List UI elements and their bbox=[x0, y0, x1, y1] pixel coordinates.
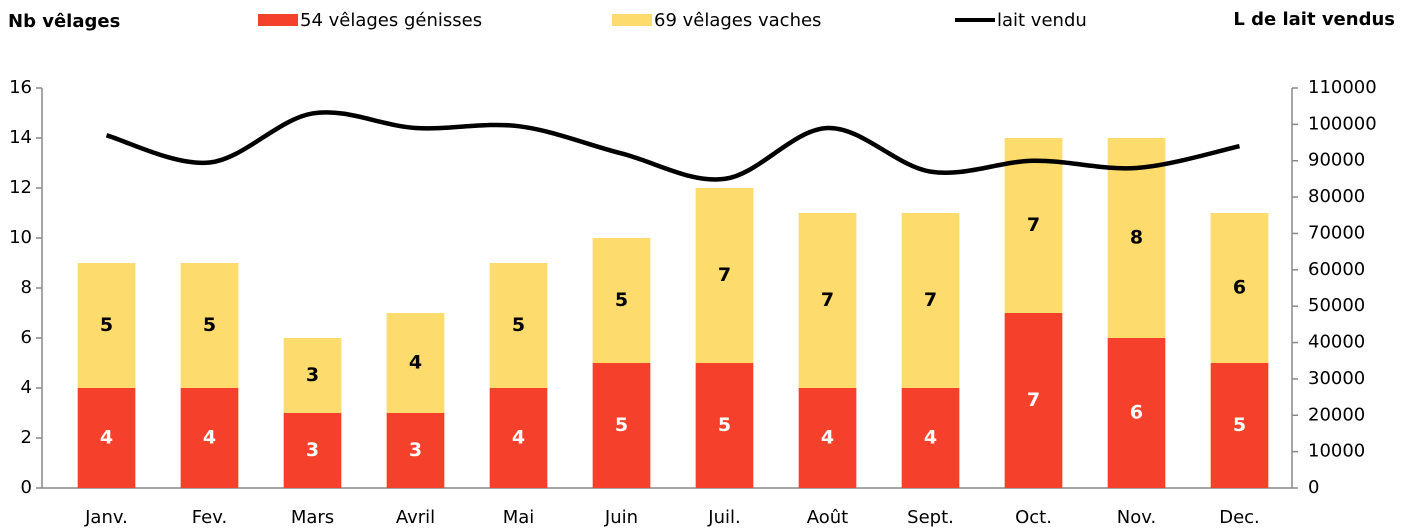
y2-tick-label: 30000 bbox=[1308, 368, 1365, 389]
x-tick-label: Juin bbox=[604, 507, 638, 528]
bar-segment bbox=[1004, 138, 1063, 313]
bar-segment bbox=[77, 388, 136, 488]
data-label: 5 bbox=[615, 414, 628, 436]
data-label: 4 bbox=[924, 427, 937, 449]
data-label: 5 bbox=[100, 314, 113, 336]
data-label: 5 bbox=[615, 289, 628, 311]
x-tick-label: Fev. bbox=[192, 507, 227, 528]
bar-segment bbox=[283, 338, 342, 413]
data-label: 3 bbox=[306, 439, 319, 461]
legend-label: lait vendu bbox=[997, 10, 1087, 31]
x-tick-label: Sept. bbox=[907, 507, 954, 528]
y-tick-label: 10 bbox=[9, 227, 32, 248]
bar-segment bbox=[592, 363, 651, 488]
bar-segment bbox=[592, 238, 651, 363]
bar-segment bbox=[1004, 313, 1063, 488]
y-tick-label: 6 bbox=[21, 327, 32, 348]
x-tick-label: Janv. bbox=[84, 507, 128, 528]
y-tick-label: 0 bbox=[21, 477, 32, 498]
data-label: 3 bbox=[409, 439, 422, 461]
bar-segment bbox=[386, 313, 445, 413]
legend-swatch bbox=[258, 14, 298, 26]
data-label: 3 bbox=[306, 364, 319, 386]
data-label: 7 bbox=[821, 289, 834, 311]
data-label: 6 bbox=[1233, 277, 1246, 299]
y2-tick-label: 100000 bbox=[1308, 113, 1377, 134]
bar-segment bbox=[386, 413, 445, 488]
y2-axis-title: L de lait vendus bbox=[1233, 9, 1395, 30]
y2-tick-label: 80000 bbox=[1308, 186, 1365, 207]
data-label: 4 bbox=[821, 427, 834, 449]
x-tick-label: Août bbox=[807, 507, 848, 528]
y2-tick-label: 60000 bbox=[1308, 259, 1365, 280]
data-label: 7 bbox=[924, 289, 937, 311]
legend-label: 54 vêlages génisses bbox=[300, 10, 482, 31]
bar-segment bbox=[180, 388, 239, 488]
data-label: 4 bbox=[409, 352, 422, 374]
data-label: 8 bbox=[1130, 227, 1143, 249]
x-tick-label: Dec. bbox=[1219, 507, 1260, 528]
bar-segment bbox=[1210, 363, 1269, 488]
x-tick-label: Mai bbox=[503, 507, 535, 528]
y2-tick-label: 20000 bbox=[1308, 404, 1365, 425]
data-label: 7 bbox=[1027, 214, 1040, 236]
data-label: 7 bbox=[1027, 389, 1040, 411]
data-label: 5 bbox=[718, 414, 731, 436]
bar-segment bbox=[695, 363, 754, 488]
bar-segment bbox=[901, 388, 960, 488]
data-label: 4 bbox=[203, 427, 216, 449]
y-tick-label: 4 bbox=[21, 377, 32, 398]
data-label: 4 bbox=[100, 427, 113, 449]
y2-tick-label: 40000 bbox=[1308, 332, 1365, 353]
y2-tick-label: 70000 bbox=[1308, 222, 1365, 243]
bar-segment bbox=[283, 413, 342, 488]
y2-tick-label: 110000 bbox=[1308, 77, 1377, 98]
data-label: 5 bbox=[203, 314, 216, 336]
y-tick-label: 14 bbox=[9, 127, 32, 148]
line bbox=[105, 110, 1240, 182]
data-label: 5 bbox=[512, 314, 525, 336]
legend-swatch bbox=[612, 14, 652, 26]
bar-segment bbox=[1107, 138, 1166, 338]
data-label: 5 bbox=[1233, 414, 1246, 436]
y-tick-label: 16 bbox=[9, 77, 32, 98]
y-tick-label: 12 bbox=[9, 177, 32, 198]
y-axis-title: Nb vêlages bbox=[8, 11, 120, 32]
bar-segment bbox=[798, 213, 857, 388]
legend-label: 69 vêlages vaches bbox=[654, 10, 821, 31]
x-tick-label: Juil. bbox=[707, 507, 740, 528]
bar-segment bbox=[901, 213, 960, 388]
data-label: 6 bbox=[1130, 402, 1143, 424]
bar-segment bbox=[798, 388, 857, 488]
bar-segment bbox=[489, 388, 548, 488]
x-tick-label: Nov. bbox=[1117, 507, 1156, 528]
bar-segment bbox=[180, 263, 239, 388]
bar-segment bbox=[77, 263, 136, 388]
data-label: 7 bbox=[718, 264, 731, 286]
bar-segment bbox=[1210, 213, 1269, 363]
legend-swatch bbox=[955, 18, 995, 22]
y2-tick-label: 50000 bbox=[1308, 295, 1365, 316]
y2-tick-label: 90000 bbox=[1308, 150, 1365, 171]
y2-tick-label: 0 bbox=[1308, 477, 1319, 498]
x-tick-label: Mars bbox=[291, 507, 334, 528]
bar-segment bbox=[489, 263, 548, 388]
y-tick-label: 8 bbox=[21, 277, 32, 298]
y2-tick-label: 10000 bbox=[1308, 441, 1365, 462]
bar-segment bbox=[695, 188, 754, 363]
x-tick-label: Oct. bbox=[1015, 507, 1052, 528]
bar-segment bbox=[1107, 338, 1166, 488]
x-tick-label: Avril bbox=[396, 507, 435, 528]
data-label: 4 bbox=[512, 427, 525, 449]
y-tick-label: 2 bbox=[21, 427, 32, 448]
